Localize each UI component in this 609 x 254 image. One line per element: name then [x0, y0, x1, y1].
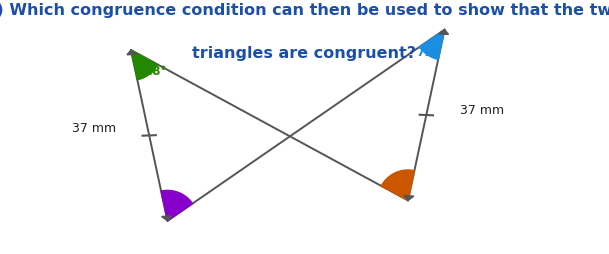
Polygon shape: [404, 196, 414, 201]
Text: b) Which congruence condition can then be used to show that the two: b) Which congruence condition can then b…: [0, 3, 609, 18]
Text: triangles are congruent?: triangles are congruent?: [192, 46, 417, 61]
Text: 48°: 48°: [144, 65, 167, 78]
Polygon shape: [438, 30, 448, 35]
Polygon shape: [420, 30, 445, 60]
Text: 37 mm: 37 mm: [72, 122, 116, 135]
Text: x: x: [175, 190, 181, 203]
Polygon shape: [381, 170, 414, 201]
Polygon shape: [131, 51, 158, 81]
Text: 71°: 71°: [417, 46, 438, 59]
Polygon shape: [161, 191, 192, 221]
Text: y: y: [405, 171, 412, 184]
Polygon shape: [127, 51, 137, 56]
Polygon shape: [161, 216, 171, 221]
Text: 37 mm: 37 mm: [460, 104, 504, 117]
